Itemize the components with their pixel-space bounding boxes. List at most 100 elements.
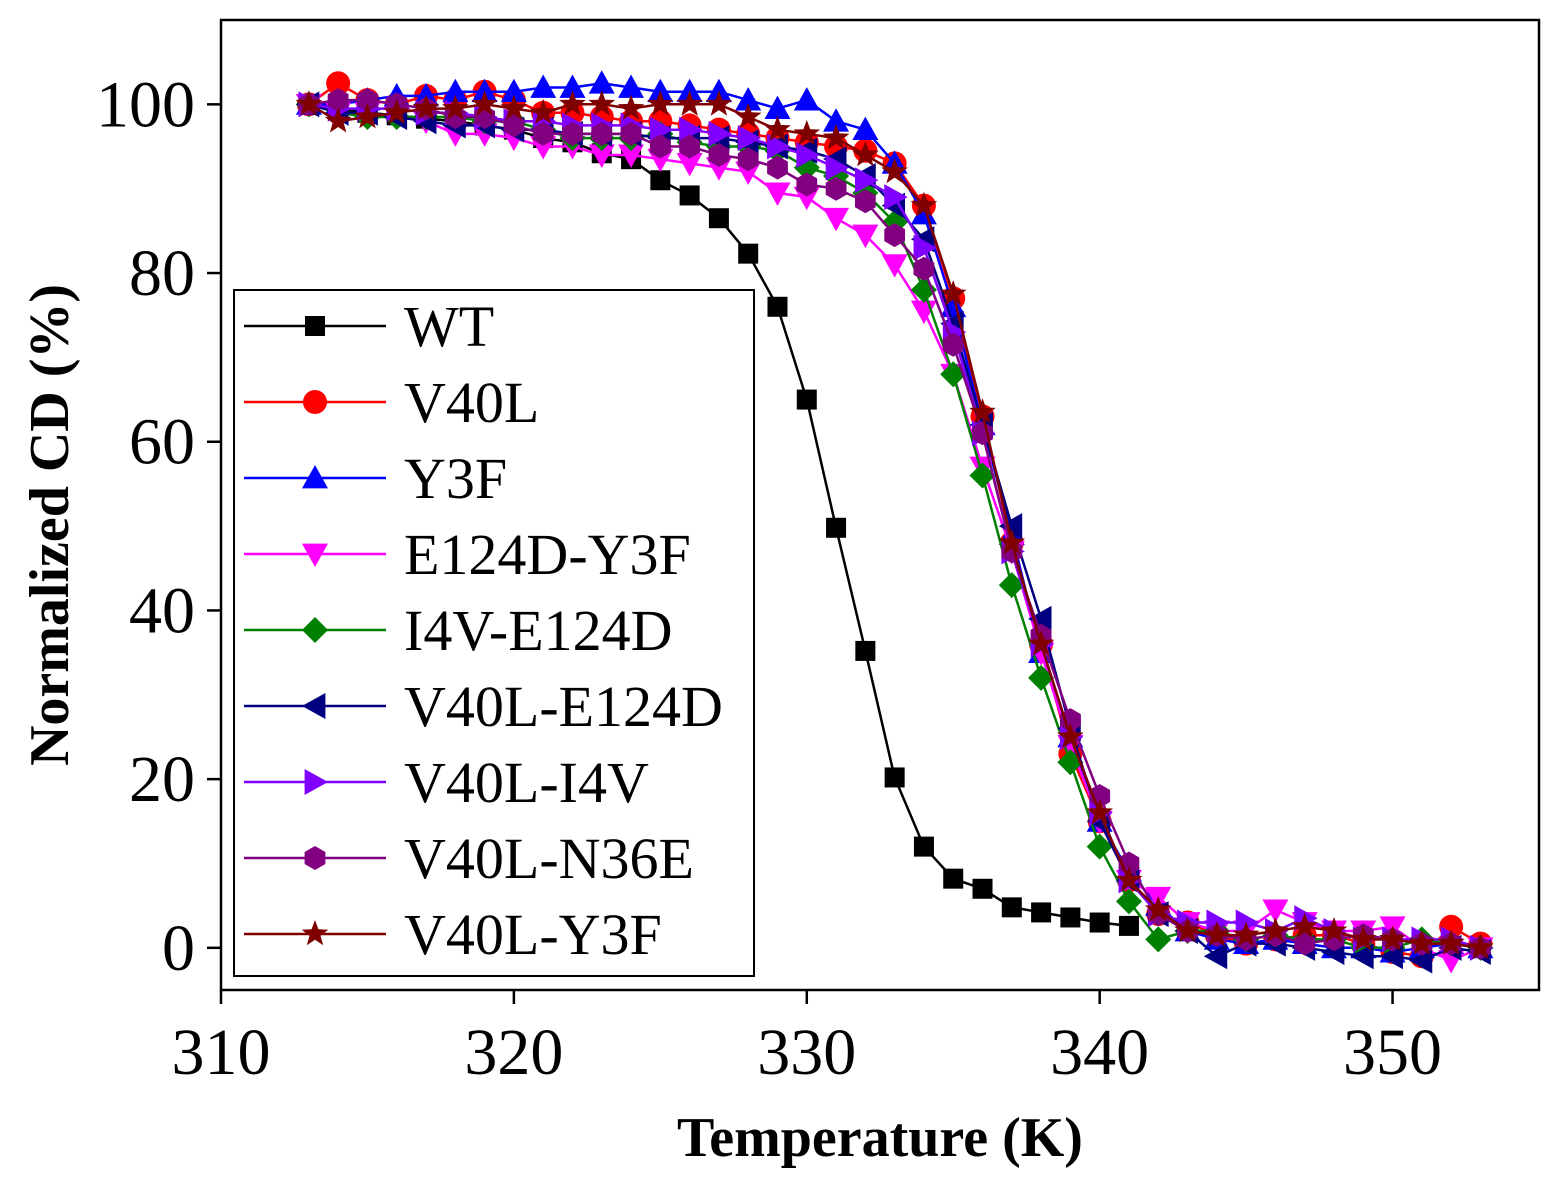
data-point-wt	[796, 389, 817, 410]
data-point-v40l-y3f	[1320, 917, 1348, 943]
data-point-v40l-y3f	[324, 107, 352, 133]
data-point-y3f	[823, 108, 850, 132]
data-point-v40l-y3f	[588, 90, 616, 116]
data-point-v40l-n36e	[942, 332, 964, 357]
x-axis-title: Temperature (K)	[677, 1107, 1083, 1169]
data-point-wt	[679, 185, 700, 206]
data-point-wt	[855, 640, 876, 661]
data-point-v40l-y3f	[647, 90, 674, 116]
data-point-v40l-n36e	[855, 189, 876, 214]
data-point-v40l	[326, 71, 351, 96]
data-point-v40l-n36e	[708, 143, 730, 167]
series-v40l-y3f	[295, 90, 1494, 960]
data-point-v40l-n36e	[327, 88, 349, 113]
legend-entry-i4v-e124d: I4V-E124D	[244, 598, 673, 663]
data-point-v40l-y3f	[910, 191, 938, 217]
legend-label: I4V-E124D	[404, 598, 673, 663]
legend-marker	[305, 316, 325, 336]
data-point-v40l-n36e	[532, 121, 554, 146]
y-tick-label: 100	[96, 68, 195, 141]
data-point-v40l-y3f	[793, 119, 821, 146]
data-point-v40l-e124d	[1203, 943, 1228, 970]
data-point-v40l-n36e	[503, 113, 525, 138]
data-point-v40l-e124d	[1379, 943, 1403, 970]
data-point-v40l-y3f	[1115, 866, 1143, 892]
legend-entry-e124d-y3f: E124D-Y3F	[244, 522, 691, 587]
data-point-y3f	[793, 87, 820, 111]
data-point-i4v-e124d	[1028, 664, 1055, 691]
data-point-wt	[1001, 897, 1022, 918]
data-point-wt	[972, 878, 993, 899]
data-point-v40l-y3f	[500, 94, 528, 120]
data-point-y3f	[442, 78, 469, 103]
data-point-v40l-y3f	[969, 398, 996, 424]
data-point-v40l-i4v	[913, 234, 937, 261]
legend-entry-v40l-y3f: V40L-Y3F	[244, 902, 662, 967]
legend-marker	[302, 543, 328, 567]
x-tick-label: 330	[757, 1016, 856, 1089]
axes-layer: 310 320 330 340 350 0 20 40 60 80 100	[96, 68, 1442, 1089]
data-point-v40l-y3f	[1057, 723, 1084, 749]
data-point-v40l-n36e	[1060, 708, 1081, 733]
legend-marker	[303, 390, 327, 414]
data-point-v40l-y3f	[529, 98, 557, 125]
data-point-v40l-y3f	[939, 280, 967, 306]
data-point-v40l-y3f	[1174, 917, 1201, 943]
y-tick-label: 40	[129, 574, 195, 647]
data-point-v40l-n36e	[591, 121, 613, 146]
legend-label: V40L	[404, 370, 539, 435]
legend-label: WT	[404, 294, 494, 359]
data-point-wt	[767, 296, 788, 317]
data-point-v40l-i4v	[737, 125, 762, 152]
data-point-v40l-y3f	[852, 141, 879, 167]
data-point-v40l-n36e	[913, 256, 935, 281]
legend-label: V40L-I4V	[404, 750, 649, 815]
data-point-v40l-y3f	[471, 90, 498, 116]
data-point-v40l-y3f	[412, 94, 440, 120]
data-point-v40l-y3f	[442, 94, 469, 120]
data-point-wt	[826, 517, 847, 538]
data-point-v40l-y3f	[764, 115, 791, 141]
data-point-v40l-i4v	[679, 116, 703, 143]
data-point-v40l-n36e	[767, 155, 788, 180]
data-point-v40l-y3f	[1379, 925, 1406, 951]
data-point-v40l-y3f	[1262, 917, 1289, 943]
legend-label: Y3F	[404, 446, 507, 511]
data-point-v40l-y3f	[1437, 929, 1465, 955]
data-point-wt	[1118, 915, 1139, 936]
legend-marker	[302, 465, 328, 489]
legend-marker	[302, 617, 328, 643]
data-point-v40l-y3f	[998, 529, 1026, 555]
data-point-e124d-y3f	[618, 144, 645, 168]
data-point-i4v-e124d	[1086, 833, 1113, 860]
legend-marker	[304, 769, 328, 795]
data-point-v40l-i4v	[767, 133, 791, 160]
y-tick-label: 20	[129, 743, 195, 816]
data-point-v40l-n36e	[620, 121, 642, 146]
data-point-v40l-e124d	[1408, 947, 1433, 974]
data-point-v40l-e124d	[1350, 943, 1374, 970]
data-point-v40l-n36e	[796, 172, 818, 197]
data-point-v40l-y3f	[881, 157, 908, 184]
legend-label: V40L-Y3F	[404, 902, 662, 967]
data-point-e124d-y3f	[588, 144, 615, 168]
data-point-y3f	[530, 74, 557, 98]
series-layer	[295, 70, 1494, 974]
data-point-y3f	[764, 95, 791, 119]
data-point-v40l-e124d	[1028, 605, 1052, 632]
data-point-e124d-y3f	[1262, 899, 1289, 923]
legend-entry-v40l-n36e: V40L-N36E	[244, 826, 694, 891]
legend-entry-v40l-e124d: V40L-E124D	[244, 674, 723, 739]
data-point-v40l-i4v	[708, 120, 732, 147]
data-point-wt	[708, 208, 729, 229]
legend-label: V40L-E124D	[404, 674, 723, 739]
data-point-v40l-n36e	[357, 88, 378, 113]
data-point-v40l-n36e	[884, 223, 905, 248]
data-point-wt	[913, 836, 934, 857]
data-point-v40l-y3f	[559, 90, 586, 116]
data-point-v40l-i4v	[884, 184, 908, 211]
data-point-i4v-e124d	[1115, 888, 1142, 915]
data-point-v40l-n36e	[825, 176, 847, 201]
data-point-v40l-y3f	[617, 94, 645, 120]
